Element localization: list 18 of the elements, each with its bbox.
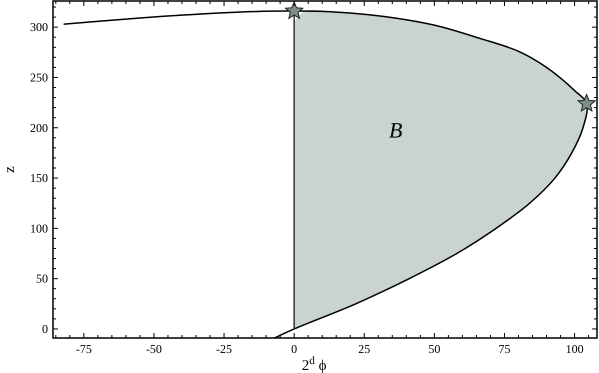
x-tick-label: -50	[146, 342, 162, 356]
y-tick-label: 300	[30, 20, 48, 34]
x-tick-label: -25	[216, 342, 232, 356]
x-tick-label: 75	[498, 342, 510, 356]
x-tick-label: 0	[291, 342, 298, 356]
annotation: B	[388, 117, 402, 142]
y-tick-label: 50	[36, 272, 48, 286]
y-axis-title: z	[2, 166, 18, 173]
y-tick-label: 0	[42, 322, 48, 336]
y-tick-label: 100	[30, 221, 48, 236]
x-tick-label: 100	[566, 342, 584, 356]
x-tick-label: 50	[428, 342, 440, 356]
x-axis-title: 2$^{d}$ ϕ	[302, 355, 327, 373]
x-tick-label: -75	[76, 342, 92, 356]
y-tick-label: 200	[30, 120, 48, 135]
y-tick-label: 250	[30, 70, 48, 84]
y-tick-label: 150	[30, 171, 48, 186]
x-tick-label: 25	[358, 342, 370, 356]
